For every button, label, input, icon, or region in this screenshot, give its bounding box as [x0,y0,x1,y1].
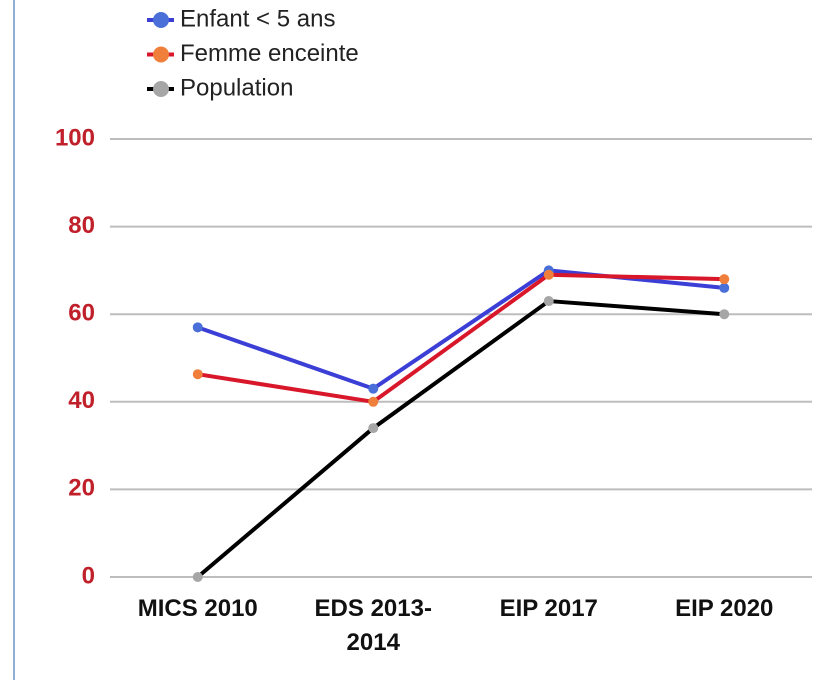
y-tick-label: 40 [68,387,95,414]
legend-label: Femme enceinte [180,40,359,67]
legend-marker [153,81,169,97]
data-point [719,309,730,320]
legend-marker [153,12,169,28]
series-line [196,299,725,579]
y-tick-label: 100 [55,124,95,151]
data-point [192,369,203,380]
x-tick-label: EIP 2020 [675,595,774,622]
data-point [543,269,554,280]
data-point [719,274,730,285]
legend-label: Enfant < 5 ans [180,5,335,32]
legend-label: Population [180,74,293,101]
y-tick-label: 0 [82,562,95,589]
data-point [192,322,203,333]
data-point [368,423,379,434]
data-point [368,383,379,394]
series-line [197,272,725,404]
series-line [197,268,725,391]
data-point [368,396,379,407]
x-tick-label: EIP 2017 [499,595,598,622]
x-tick-label: EDS 2013-2014 [314,595,432,656]
data-point [543,296,554,307]
y-tick-label: 20 [68,475,95,502]
data-point [719,282,730,293]
frame [13,0,15,680]
y-tick-label: 60 [68,300,95,327]
y-tick-label: 80 [68,212,95,239]
legend-marker [153,46,169,63]
data-point [192,572,203,582]
x-tick-label: MICS 2010 [137,595,258,622]
